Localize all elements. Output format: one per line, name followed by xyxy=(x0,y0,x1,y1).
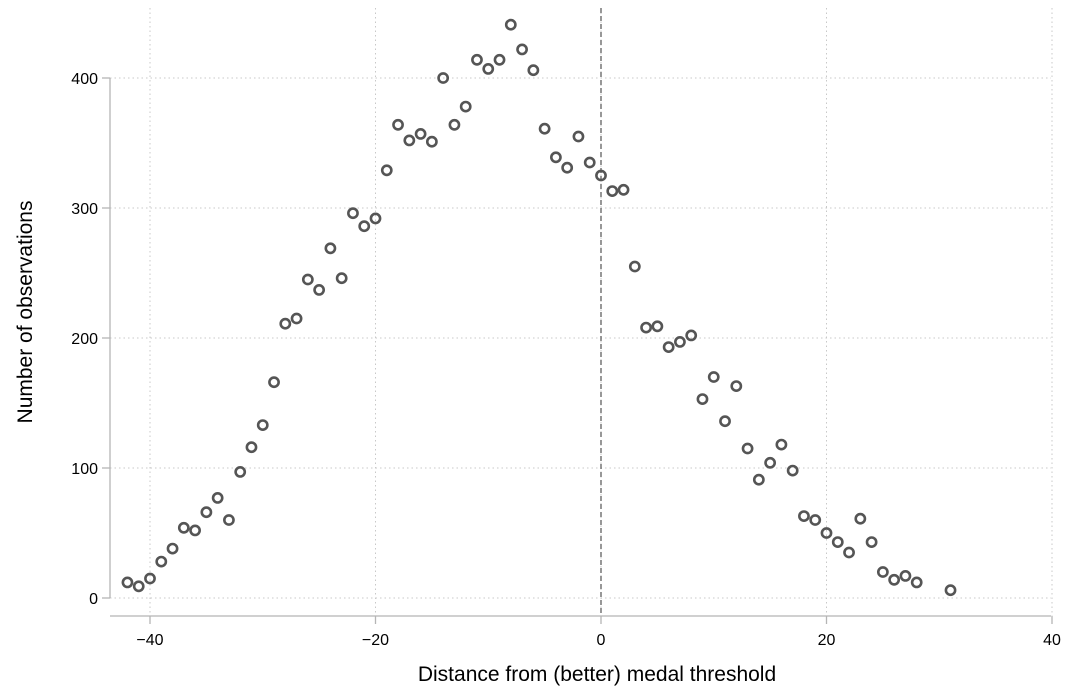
data-point xyxy=(144,572,156,585)
data-point xyxy=(527,64,540,77)
data-point xyxy=(764,456,777,469)
data-point xyxy=(504,18,517,31)
data-points xyxy=(121,18,957,597)
data-point xyxy=(369,212,382,225)
data-point xyxy=(459,100,472,113)
data-point xyxy=(685,329,698,342)
data-point xyxy=(392,118,404,131)
data-point xyxy=(189,524,201,537)
y-tick-label: 400 xyxy=(71,71,98,88)
data-point xyxy=(132,580,145,593)
data-point xyxy=(752,473,765,486)
data-point xyxy=(944,584,957,597)
data-point xyxy=(211,491,224,504)
data-point xyxy=(775,438,788,451)
x-axis-title: Distance from (better) medal threshold xyxy=(418,663,776,686)
data-point xyxy=(234,465,247,478)
data-point xyxy=(414,127,427,140)
data-point xyxy=(471,53,483,66)
x-tick-label: 20 xyxy=(818,632,836,649)
data-point xyxy=(380,164,393,177)
data-point xyxy=(820,527,833,539)
data-point xyxy=(245,441,258,454)
data-point xyxy=(854,512,867,525)
data-point xyxy=(876,566,889,578)
data-point xyxy=(595,169,607,182)
data-point xyxy=(425,135,438,148)
x-tick-label: −20 xyxy=(362,632,389,649)
data-point xyxy=(279,317,292,330)
data-point xyxy=(899,570,912,582)
data-point xyxy=(730,380,743,392)
data-point xyxy=(719,415,731,428)
y-tick-label: 100 xyxy=(71,461,98,478)
data-point xyxy=(572,130,585,143)
data-point xyxy=(640,321,652,334)
data-point xyxy=(347,207,359,220)
data-point xyxy=(516,43,528,56)
data-point xyxy=(831,536,844,548)
x-tick-label: −40 xyxy=(136,632,163,649)
data-point xyxy=(583,156,596,169)
data-point xyxy=(707,371,720,383)
data-point xyxy=(324,242,337,255)
data-point xyxy=(550,151,562,164)
data-point xyxy=(121,576,134,589)
data-point xyxy=(561,161,574,174)
data-point xyxy=(798,510,810,522)
data-point xyxy=(256,419,269,431)
data-point xyxy=(223,514,235,526)
data-point xyxy=(177,521,190,534)
axes xyxy=(102,77,1053,624)
data-point xyxy=(843,546,855,559)
grid-lines xyxy=(110,8,1053,616)
data-point xyxy=(606,185,619,197)
data-point xyxy=(403,134,416,147)
data-point xyxy=(696,393,709,405)
data-point xyxy=(865,536,878,548)
data-point xyxy=(786,464,799,477)
data-point xyxy=(538,122,551,135)
data-point xyxy=(166,542,179,555)
data-point xyxy=(301,273,314,286)
data-point xyxy=(200,506,213,519)
data-point xyxy=(910,576,923,589)
y-axis-title: Number of observations xyxy=(14,201,37,424)
data-point xyxy=(358,220,371,233)
data-point xyxy=(651,320,664,333)
data-point xyxy=(617,183,630,196)
y-tick-label: 0 xyxy=(89,591,98,608)
data-point xyxy=(662,341,675,353)
y-tick-label: 300 xyxy=(71,201,98,218)
data-point xyxy=(628,260,641,273)
y-tick-label: 200 xyxy=(71,331,98,348)
data-point xyxy=(448,118,461,131)
data-point xyxy=(155,555,168,568)
data-point xyxy=(493,53,506,66)
data-point xyxy=(809,514,822,526)
data-point xyxy=(741,442,754,455)
data-point xyxy=(290,312,303,325)
data-point xyxy=(888,573,901,586)
data-point xyxy=(335,272,348,285)
x-tick-label: 40 xyxy=(1043,632,1061,649)
data-point xyxy=(268,376,280,389)
data-point xyxy=(313,283,326,296)
data-point xyxy=(482,63,495,75)
data-point xyxy=(437,72,450,84)
tick-labels: 0 100 200 300 400 −40 −20 0 20 40 xyxy=(71,71,1061,649)
data-point xyxy=(674,335,686,348)
x-tick-label: 0 xyxy=(597,632,606,649)
